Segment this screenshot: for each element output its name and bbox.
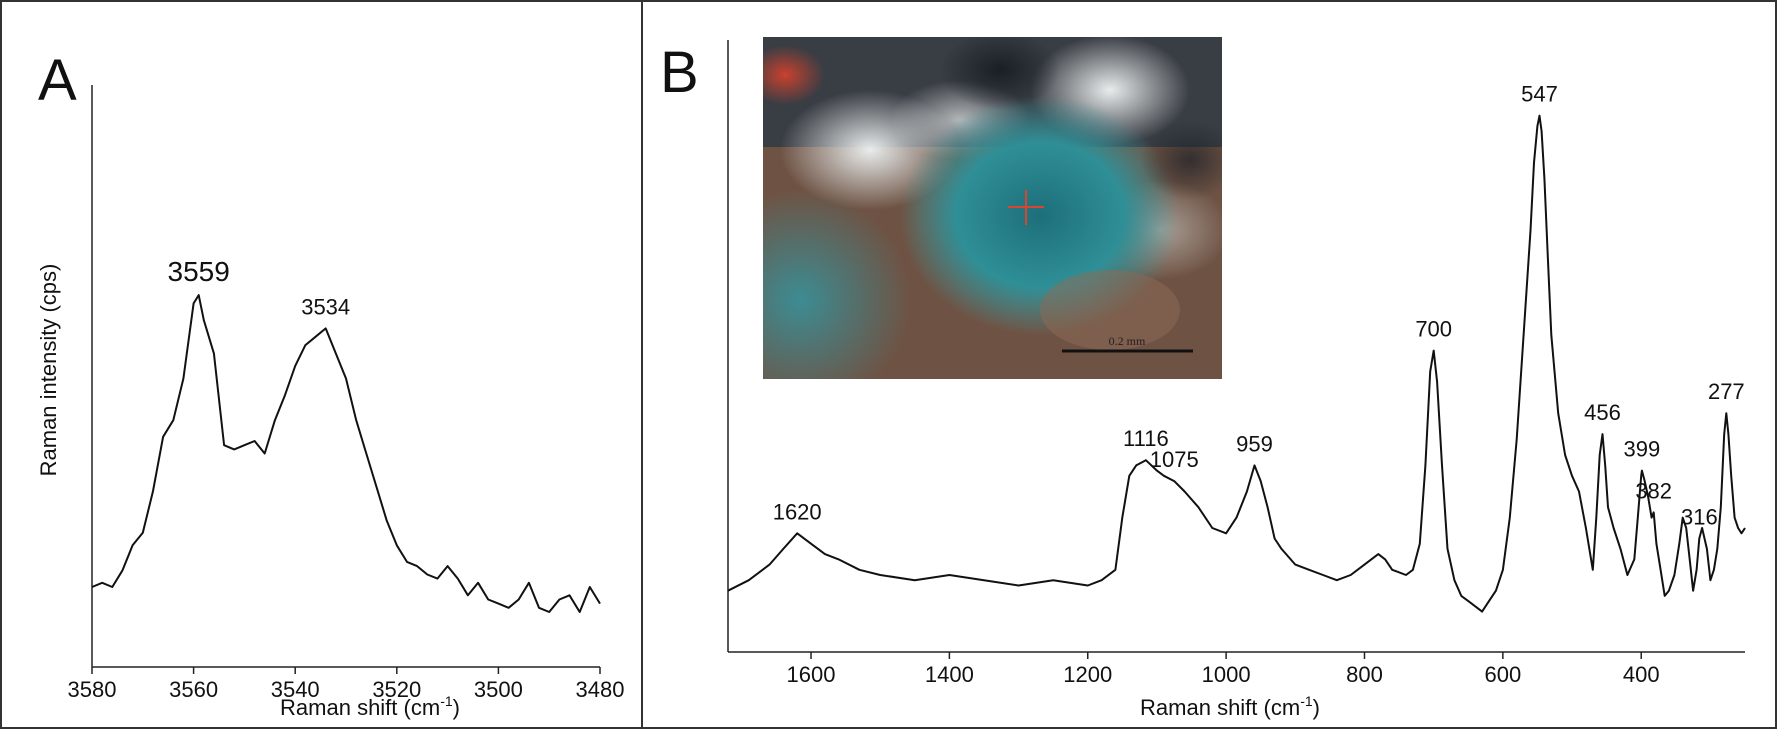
panel-b-x-ticks: 1600 1400 1200 1000 800 600 400 (787, 652, 1660, 687)
panel-b-spectrum-line (727, 114, 1746, 613)
x-tick-label: 3560 (169, 677, 218, 702)
x-tick-label: 3540 (271, 677, 320, 702)
panel-a-peak-labels: 3559 3534 (168, 256, 351, 319)
peak-label-547: 547 (1521, 82, 1558, 107)
peak-label-382: 382 (1635, 478, 1672, 503)
x-tick-label: 3520 (372, 677, 421, 702)
x-tick-label: 1600 (787, 662, 836, 687)
panel-a: A 3580 3560 3540 3520 3500 3480 3559 3534 Rama… (36, 48, 624, 720)
peak-label-1075: 1075 (1150, 447, 1199, 472)
panel-a-letter: A (38, 48, 77, 113)
panel-a-x-ticks: 3580 3560 3540 3520 3500 3480 (68, 667, 625, 702)
peak-label-3559: 3559 (168, 256, 230, 287)
panel-b-axes (727, 40, 1745, 653)
panel-a-spectrum-line (91, 294, 601, 613)
scale-bar-label: 0.2 mm (1109, 334, 1146, 348)
peak-label-700: 700 (1415, 317, 1452, 342)
micrograph-inset: 0.2 mm (763, 37, 1222, 379)
peak-label-316: 316 (1681, 504, 1718, 529)
x-tick-label: 400 (1623, 662, 1660, 687)
x-tick-label: 1000 (1202, 662, 1251, 687)
peak-label-1620: 1620 (773, 499, 822, 524)
peak-label-959: 959 (1236, 431, 1273, 456)
x-tick-label: 800 (1346, 662, 1383, 687)
panel-a-y-axis-title: Raman intensity (cps) (36, 264, 61, 477)
peak-label-277: 277 (1708, 379, 1745, 404)
panel-b: B 1600 1400 1200 1000 800 600 400 1620 11161075… (660, 37, 1746, 720)
panel-a-axes (91, 85, 600, 668)
peak-label-456: 456 (1584, 400, 1621, 425)
peak-label-3534: 3534 (301, 294, 350, 319)
x-tick-label: 1200 (1063, 662, 1112, 687)
peak-label-399: 399 (1624, 437, 1661, 462)
x-tick-label: 3580 (68, 677, 117, 702)
panel-b-x-axis-title: Raman shift (cm-1) (1140, 693, 1320, 720)
x-tick-label: 3480 (576, 677, 625, 702)
panel-b-letter: B (660, 40, 699, 105)
x-tick-label: 3500 (474, 677, 523, 702)
panel-a-x-axis-title: Raman shift (cm-1) (280, 693, 460, 720)
x-tick-label: 1400 (925, 662, 974, 687)
peak-label-1116: 1116 (1123, 426, 1169, 451)
x-tick-label: 600 (1484, 662, 1521, 687)
